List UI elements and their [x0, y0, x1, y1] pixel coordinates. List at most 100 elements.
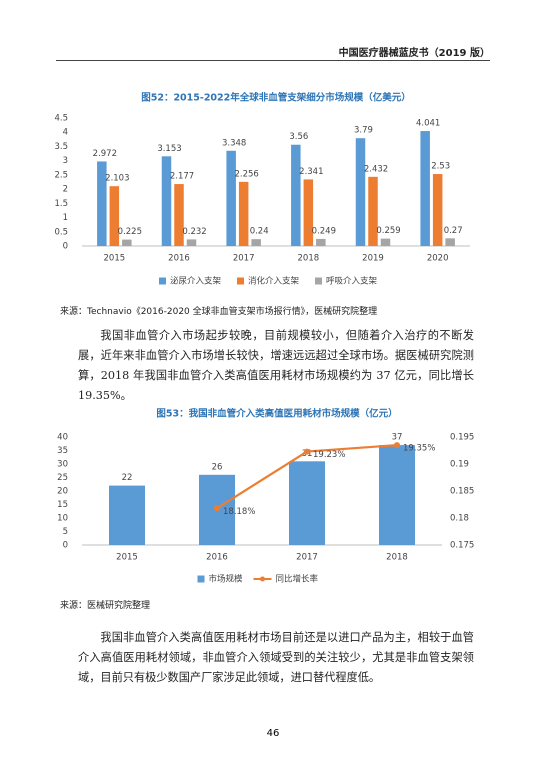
- chart-title: 图52：2015-2022年全球非血管支架细分市场规模（亿美元）: [141, 92, 411, 104]
- bar: [109, 485, 145, 545]
- data-label: 0.232: [182, 227, 206, 237]
- bar: [379, 445, 415, 545]
- y-tick-label: 0: [63, 541, 68, 551]
- y-tick-label: 10: [57, 514, 68, 524]
- x-tick-label: 2018: [298, 254, 320, 264]
- y-tick-label: 25: [57, 473, 68, 483]
- y-tick-label: 1: [63, 213, 68, 223]
- y2-tick-label: 0.18: [450, 514, 469, 524]
- legend-swatch: [260, 576, 265, 582]
- data-label: 2.53: [431, 162, 450, 172]
- legend-label: 市场规模: [209, 574, 244, 585]
- y-tick-label: 30: [57, 460, 68, 470]
- line-point: [394, 442, 400, 449]
- legend-label: 同比增长率: [276, 574, 319, 585]
- bar: [432, 174, 443, 246]
- legend-label: 消化介入支架: [248, 276, 300, 287]
- line-point: [304, 448, 310, 455]
- bar: [289, 461, 325, 545]
- y-tick-label: 0: [63, 242, 68, 252]
- line-point: [214, 505, 220, 512]
- legend-label: 泌尿介入支架: [170, 276, 222, 287]
- data-label: 4.041: [416, 119, 440, 129]
- legend-swatch: [197, 575, 205, 583]
- paragraph: 我国非血管介入市场起步较晚，目前规模较小，但随着介入治疗的不断发展，近年来非血管…: [78, 329, 474, 402]
- bar: [97, 161, 107, 246]
- x-tick-label: 2016: [168, 254, 190, 264]
- x-tick-label: 2020: [427, 254, 449, 264]
- x-tick-label: 2015: [104, 254, 126, 264]
- y-tick-label: 5: [63, 527, 68, 537]
- chart: 图52：2015-2022年全球非血管支架细分市场规模（亿美元） 0 0.5 1 1.5…: [54, 92, 470, 287]
- data-label: 3.153: [157, 144, 181, 154]
- x-tick-label: 2018: [386, 553, 408, 563]
- page-number: 46: [266, 728, 280, 739]
- y-tick-label: 3: [63, 156, 68, 166]
- header: 中国医疗器械蓝皮书（2019 版）: [338, 48, 490, 59]
- legend-swatch: [315, 277, 322, 285]
- x-tick-label: 2016: [206, 553, 228, 563]
- data-label: 3.79: [354, 126, 373, 136]
- y-tick-label: 4: [63, 128, 68, 138]
- y-tick-label: 20: [57, 487, 68, 497]
- bar: [355, 138, 366, 246]
- legend-swatch: [237, 277, 244, 285]
- y-tick-label: 3.5: [54, 142, 68, 152]
- legend-swatch: [159, 277, 166, 285]
- data-label: 2.432: [364, 164, 388, 174]
- bar: [291, 144, 301, 246]
- x-tick-label: 2017: [296, 553, 318, 563]
- data-label: 0.259: [376, 226, 400, 236]
- header-rule: [56, 60, 490, 61]
- bar: [368, 176, 378, 246]
- data-label: 0.225: [118, 227, 142, 237]
- bar: [161, 156, 172, 246]
- bar: [109, 186, 120, 246]
- paragraph: 我国非血管介入类高值医用耗材市场目前还是以进口产品为主，相较于血管介入高值医用耗…: [78, 631, 474, 684]
- data-label: 3.348: [222, 138, 246, 148]
- chart-title: 图53：我国非血管介入类高值医用耗材市场规模（亿元）: [156, 408, 397, 420]
- data-label: 2.972: [93, 149, 117, 159]
- data-label: 19.23%: [313, 450, 345, 460]
- source: 来源：Technavio《2016-2020 全球非血管支架市场报行情》，医械研…: [60, 307, 378, 317]
- y2-tick-label: 0.195: [450, 433, 474, 443]
- x-tick-label: 2017: [233, 254, 255, 264]
- y-tick-label: 1.5: [54, 199, 68, 209]
- data-label: 26: [212, 462, 223, 472]
- data-label: 2.341: [299, 167, 323, 177]
- bar: [316, 238, 326, 246]
- chart: 图53：我国非血管介入类高值医用耗材市场规模（亿元） 0 5 10 15 20 25 30 35…: [57, 408, 474, 585]
- bar: [226, 150, 236, 246]
- legend-label: 呼吸介入支架: [326, 276, 378, 287]
- data-label: 0.249: [312, 226, 336, 236]
- bar: [122, 239, 132, 246]
- y-tick-label: 40: [57, 433, 68, 443]
- bar: [251, 239, 261, 246]
- data-label: 22: [122, 473, 133, 483]
- data-label: 2.256: [234, 169, 258, 179]
- y-tick-label: 2.5: [54, 170, 68, 180]
- bar: [238, 181, 249, 246]
- data-label: 0.24: [250, 227, 269, 237]
- y2-tick-label: 0.175: [450, 541, 474, 551]
- bar: [303, 179, 314, 246]
- source: 来源：医械研究院整理: [60, 601, 151, 611]
- bar: [420, 131, 430, 246]
- data-label: 0.27: [444, 226, 463, 236]
- bar: [174, 184, 184, 246]
- y-tick-label: 0.5: [54, 227, 68, 237]
- bar: [380, 238, 391, 246]
- y2-tick-label: 0.185: [450, 487, 474, 497]
- bar: [445, 238, 455, 246]
- y-tick-label: 2: [63, 185, 68, 195]
- data-label: 18.18%: [223, 507, 255, 517]
- data-label: 37: [392, 433, 403, 443]
- y-tick-label: 4.5: [54, 114, 68, 124]
- y2-tick-label: 0.19: [450, 460, 469, 470]
- y-tick-label: 35: [57, 446, 68, 456]
- y-tick-label: 15: [57, 500, 68, 510]
- x-tick-label: 2015: [116, 553, 138, 563]
- x-tick-label: 2019: [362, 254, 384, 264]
- data-label: 3.56: [289, 132, 308, 142]
